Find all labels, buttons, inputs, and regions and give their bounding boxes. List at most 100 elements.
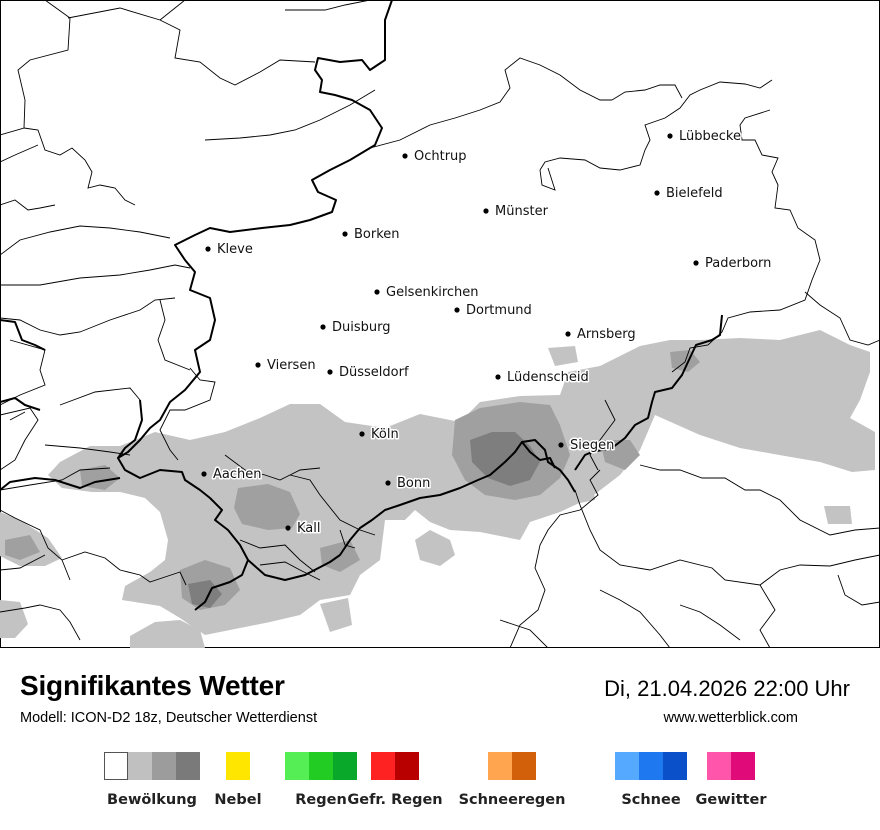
city-dot bbox=[693, 260, 699, 266]
city-label-halo: Lübbecke bbox=[679, 129, 741, 144]
city-dot bbox=[483, 208, 489, 214]
city-dot bbox=[374, 289, 380, 295]
legend-swatches bbox=[285, 752, 357, 780]
city-dot bbox=[495, 374, 501, 380]
city-label: Düsseldorf bbox=[339, 365, 409, 380]
forecast-datetime: Di, 21.04.2026 22:00 Uhr bbox=[604, 676, 850, 701]
city-label: Aachen bbox=[213, 467, 261, 482]
legend-swatch bbox=[128, 752, 152, 780]
legend-group: Nebel bbox=[214, 752, 262, 808]
city-dot bbox=[205, 246, 211, 252]
legend-swatches bbox=[371, 752, 419, 780]
city-label-halo: Siegen bbox=[570, 438, 614, 453]
city-label-halo: Bonn bbox=[397, 476, 430, 491]
legend-swatch bbox=[226, 752, 250, 780]
legend-swatches bbox=[615, 752, 687, 780]
city-label-halo: Kall bbox=[297, 521, 321, 536]
legend-group: Schneeregen bbox=[459, 752, 565, 808]
legend-label: Gefr. Regen bbox=[347, 792, 443, 808]
legend-group: Gefr. Regen bbox=[347, 752, 443, 808]
city-label: Kleve bbox=[217, 242, 253, 257]
legend-swatch bbox=[152, 752, 176, 780]
legend-swatch bbox=[731, 752, 755, 780]
city-label-halo: Arnsberg bbox=[577, 327, 636, 342]
city-dot bbox=[342, 231, 348, 237]
city-label: Bielefeld bbox=[666, 186, 723, 201]
legend: Bewölkung Nebel Regen Gefr. Regen Schneerege… bbox=[0, 752, 880, 822]
legend-swatch bbox=[285, 752, 309, 780]
state-borders bbox=[0, 0, 723, 611]
legend-swatch bbox=[395, 752, 419, 780]
city-label: Köln bbox=[371, 427, 399, 442]
legend-label: Regen bbox=[295, 792, 347, 808]
legend-swatch bbox=[707, 752, 731, 780]
city-label: Lübbecke bbox=[679, 129, 741, 144]
city-label-halo: Paderborn bbox=[705, 256, 771, 271]
legend-swatch bbox=[663, 752, 687, 780]
city-label: Siegen bbox=[570, 438, 614, 453]
legend-group: Gewitter bbox=[696, 752, 766, 808]
district-borders bbox=[0, 0, 880, 648]
city-label: Bonn bbox=[397, 476, 430, 491]
city-dot bbox=[667, 133, 673, 139]
city-label: Duisburg bbox=[332, 320, 391, 335]
legend-group: Schnee bbox=[615, 752, 687, 808]
city-label-halo: Lüdenscheid bbox=[507, 370, 589, 385]
city-label: Viersen bbox=[267, 358, 316, 373]
legend-label: Schnee bbox=[621, 792, 681, 808]
model-info: Modell: ICON-D2 18z, Deutscher Wetterdie… bbox=[20, 710, 318, 726]
city-label-halo: Düsseldorf bbox=[339, 365, 409, 380]
city-dot bbox=[255, 362, 261, 368]
city-label: Kall bbox=[297, 521, 321, 536]
city-label-halo: Gelsenkirchen bbox=[386, 285, 479, 300]
city-label: Borken bbox=[354, 227, 400, 242]
legend-label: Schneeregen bbox=[458, 792, 566, 808]
legend-swatch bbox=[488, 752, 512, 780]
city-label-halo: Borken bbox=[354, 227, 400, 242]
city-label-halo: Aachen bbox=[213, 467, 261, 482]
city-label-halo: Kleve bbox=[217, 242, 253, 257]
legend-label: Gewitter bbox=[695, 792, 767, 808]
legend-swatch bbox=[176, 752, 200, 780]
legend-swatch bbox=[371, 752, 395, 780]
legend-label: Nebel bbox=[214, 792, 262, 808]
city-label: Münster bbox=[495, 204, 549, 219]
city-dot bbox=[285, 525, 291, 531]
weather-map[interactable]: Lübbecke Lübbecke Ochtrup Ochtrup Bielefeld B… bbox=[0, 0, 880, 648]
legend-group: Bewölkung bbox=[104, 752, 200, 808]
city-label-halo: Duisburg bbox=[332, 320, 391, 335]
city-label: Dortmund bbox=[466, 303, 532, 318]
city-dot bbox=[565, 331, 571, 337]
city-dot bbox=[454, 307, 460, 313]
city-dot bbox=[359, 431, 365, 437]
city-label-halo: Dortmund bbox=[466, 303, 532, 318]
city-dot bbox=[558, 442, 564, 448]
legend-swatch bbox=[615, 752, 639, 780]
legend-swatch bbox=[639, 752, 663, 780]
city-dot bbox=[320, 324, 326, 330]
legend-swatches bbox=[707, 752, 755, 780]
legend-swatches bbox=[104, 752, 200, 780]
legend-label: Bewölkung bbox=[107, 792, 197, 808]
city-label-halo: Köln bbox=[371, 427, 399, 442]
website-link[interactable]: www.wetterblick.com bbox=[663, 710, 798, 726]
legend-swatch bbox=[104, 752, 128, 780]
cloud-cover-layer bbox=[0, 330, 875, 648]
legend-group: Regen bbox=[285, 752, 357, 808]
city-dot bbox=[385, 480, 391, 486]
city-dot bbox=[402, 153, 408, 159]
